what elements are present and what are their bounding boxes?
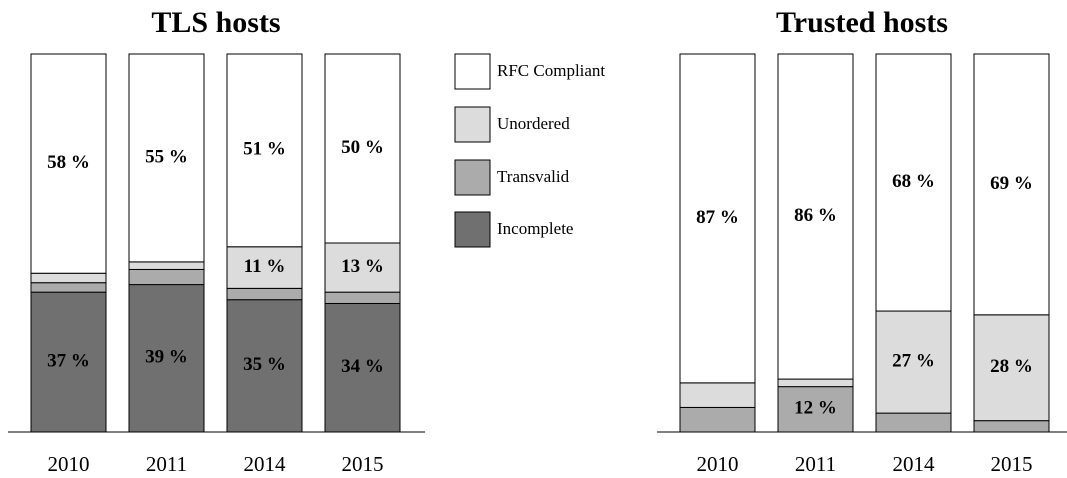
bar-segment [30,282,107,293]
bar-segment [128,261,205,270]
bar-segment [777,53,854,380]
bar-segment [324,291,401,304]
bar-segment [324,302,401,433]
bar-segment [30,291,107,433]
legend-label: RFC Compliant [497,61,605,80]
legend-label: Transvalid [497,167,570,186]
x-tick-label: 2015 [991,452,1033,476]
value-label: 50 % [341,137,384,158]
bar-segment [679,406,756,433]
bar-segment [875,310,952,414]
bar-segment [128,268,205,286]
x-tick-label: 2014 [893,452,936,476]
bar-segment [777,378,854,388]
value-label: 35 % [243,354,286,375]
value-label: 28 % [990,356,1033,377]
value-label: 13 % [341,256,384,277]
legend-swatch [454,211,491,248]
value-label: 11 % [244,256,286,277]
legend-label: Unordered [497,114,570,133]
value-label: 34 % [341,356,384,377]
bar-segment [226,287,303,301]
bar-segment [777,386,854,433]
legend-label: Incomplete [497,219,573,238]
legend-swatch [454,106,491,143]
bar-segment [128,53,205,263]
value-label: 69 % [990,173,1033,194]
bar-segment [875,53,952,312]
bar-segment [324,53,401,244]
x-tick-label: 2011 [795,452,836,476]
legend-swatch [454,159,491,196]
value-label: 87 % [696,207,739,228]
value-label: 58 % [47,152,90,173]
value-label: 51 % [243,139,286,160]
value-label: 86 % [794,205,837,226]
value-label: 39 % [145,347,188,368]
bar-segment [324,242,401,293]
bar-segment [226,299,303,433]
bar-segment [226,53,303,248]
bar-segment [973,420,1050,433]
value-label: 68 % [892,171,935,192]
x-tick-label: 2010 [697,452,739,476]
bar-segment [973,53,1050,316]
bar-segment [226,246,303,289]
bar-segment [30,272,107,284]
value-label: 55 % [145,146,188,167]
bar-segment [973,314,1050,422]
x-tick-label: 2014 [244,452,287,476]
value-label: 27 % [892,350,935,371]
chart-title: TLS hosts [151,6,280,39]
bar-segment [30,53,107,274]
value-label: 37 % [47,350,90,371]
chart-title: Trusted hosts [776,6,948,39]
bar-segment [679,53,756,384]
bar-segment [679,382,756,408]
legend-swatch [454,53,491,90]
x-tick-label: 2011 [146,452,187,476]
x-tick-label: 2010 [48,452,90,476]
value-label: 12 % [794,398,837,419]
x-tick-label: 2015 [342,452,384,476]
bar-segment [875,412,952,433]
